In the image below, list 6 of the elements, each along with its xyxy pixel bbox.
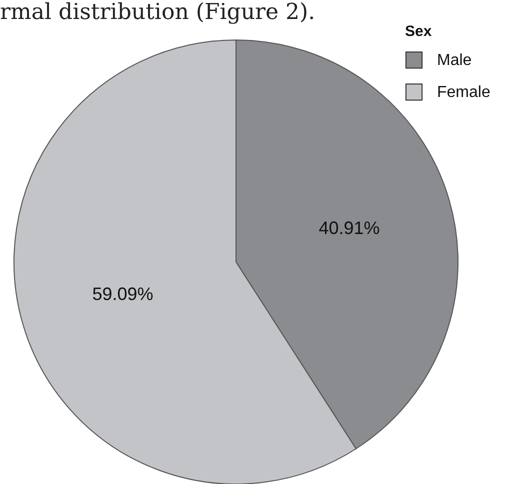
data-label: 59.09% [92,284,154,304]
legend-title: Sex [405,23,432,40]
data-label: 40.91% [318,218,380,238]
legend-label: Male [437,52,472,69]
legend-label: Female [437,84,490,101]
text: rmal distribution (Figure 2). [0,0,316,26]
